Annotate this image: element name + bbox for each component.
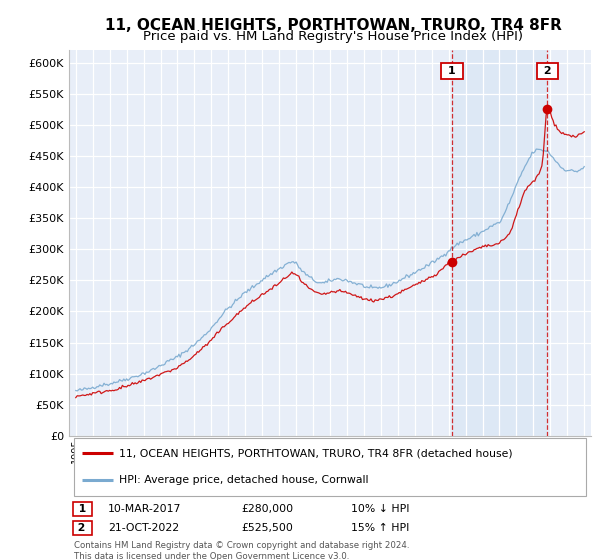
Text: 2: 2 [74,522,89,533]
Text: Contains HM Land Registry data © Crown copyright and database right 2024.
This d: Contains HM Land Registry data © Crown c… [74,542,410,560]
Text: Price paid vs. HM Land Registry's House Price Index (HPI): Price paid vs. HM Land Registry's House … [143,30,523,43]
FancyBboxPatch shape [74,437,586,496]
Text: 10-MAR-2017: 10-MAR-2017 [108,503,182,514]
Text: 11, OCEAN HEIGHTS, PORTHTOWAN, TRURO, TR4 8FR: 11, OCEAN HEIGHTS, PORTHTOWAN, TRURO, TR… [104,18,562,32]
Text: 11, OCEAN HEIGHTS, PORTHTOWAN, TRURO, TR4 8FR (detached house): 11, OCEAN HEIGHTS, PORTHTOWAN, TRURO, TR… [119,449,512,458]
Text: HPI: Average price, detached house, Cornwall: HPI: Average price, detached house, Corn… [119,475,368,485]
Text: 10% ↓ HPI: 10% ↓ HPI [351,503,409,514]
Text: 1: 1 [444,66,460,76]
Text: 2: 2 [539,66,555,76]
Text: £525,500: £525,500 [241,522,293,533]
Text: 1: 1 [74,503,89,514]
Text: 21-OCT-2022: 21-OCT-2022 [108,522,179,533]
Bar [452,50,547,436]
Text: £280,000: £280,000 [241,503,293,514]
Text: 15% ↑ HPI: 15% ↑ HPI [351,522,409,533]
